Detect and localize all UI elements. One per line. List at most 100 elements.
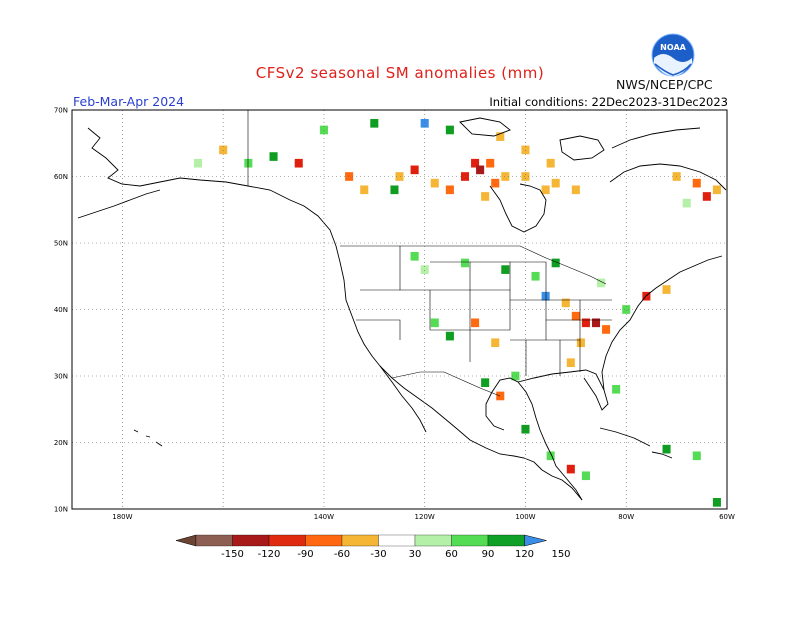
anomaly-cell (571, 311, 580, 321)
graticule (72, 110, 727, 509)
anomaly-cell (445, 331, 454, 341)
colorbar-label: 30 (409, 549, 422, 560)
colorbar-bin (378, 534, 416, 547)
lat-label: 20N (54, 439, 68, 447)
anomaly-cell (571, 185, 580, 195)
anomaly-cell (471, 318, 480, 328)
anomaly-cell (319, 125, 328, 135)
anomaly-cell (410, 251, 419, 261)
lat-label: 30N (54, 373, 68, 381)
colorbar: -150 -120 -90 -60 -30 30 60 90 120 150 (175, 534, 571, 560)
anomaly-cell (476, 165, 485, 175)
colorbar-bin (487, 534, 525, 547)
anomaly-cell (345, 172, 354, 181)
colorbar-bin (451, 534, 489, 547)
anomaly-cell (546, 158, 555, 168)
anomaly-cell (712, 185, 721, 195)
anomaly-cell (430, 178, 439, 188)
colorbar-label: -90 (297, 549, 313, 560)
lat-label: 70N (54, 107, 68, 115)
anomaly-cell (541, 185, 550, 195)
colorbar-label: -120 (258, 549, 281, 560)
anomaly-cell (531, 271, 540, 281)
colorbar-bin (341, 534, 379, 547)
anomaly-cell (390, 185, 399, 195)
latitude-labels: 70N 60N 50N 40N 30N 20N 10N (54, 107, 68, 514)
anomaly-cell (581, 471, 590, 481)
colorbar-label: -150 (221, 549, 244, 560)
anomaly-cell (581, 318, 590, 328)
lon-label: 120W (415, 513, 435, 521)
anomaly-cell (511, 371, 520, 381)
lat-label: 60N (54, 173, 68, 181)
anomaly-cell (692, 451, 701, 461)
anomaly-cell (541, 291, 550, 301)
lon-label: 80W (618, 513, 634, 521)
anomaly-cell (501, 172, 510, 181)
anomaly-cell (445, 125, 454, 135)
lon-label: 140W (314, 513, 334, 521)
season-label: Feb-Mar-Apr 2024 (73, 94, 185, 109)
anomaly-cell (551, 258, 560, 268)
initial-conditions-label: Initial conditions: 22Dec2023-31Dec2023 (489, 95, 728, 109)
lat-label: 10N (54, 506, 68, 514)
anomaly-cell (561, 298, 570, 308)
lon-label: 180W (112, 513, 132, 521)
anomaly-cell (430, 318, 439, 328)
anomaly-cell (692, 178, 701, 188)
anomaly-cell (501, 265, 510, 274)
anomaly-cell (622, 305, 631, 314)
anomaly-cell (591, 318, 601, 328)
colorbar-bin (414, 534, 452, 547)
anomaly-cell (460, 258, 470, 268)
anomaly-cell (712, 498, 721, 507)
anomaly-cells (193, 118, 721, 507)
anomaly-cell (597, 278, 606, 288)
anomaly-cell (521, 145, 530, 155)
colorbar-label: 150 (551, 549, 570, 560)
anomaly-cell (496, 132, 505, 141)
page-title: CFSv2 seasonal SM anomalies (mm) (255, 64, 545, 82)
anomaly-cell (682, 198, 691, 208)
noaa-logo-text: NOAA (660, 43, 686, 52)
anomaly-cell (662, 444, 671, 454)
anomaly-cell (481, 192, 490, 201)
anomaly-cell (370, 118, 379, 128)
anomaly-cell (193, 158, 202, 168)
lon-label: 100W (515, 513, 535, 521)
anomaly-cell (219, 145, 228, 155)
anomaly-cell (471, 158, 480, 168)
anomaly-cell (702, 192, 711, 201)
lon-label: 60W (719, 513, 735, 521)
lat-label: 50N (54, 240, 68, 248)
political-borders (247, 110, 612, 397)
anomaly-cell (481, 378, 490, 387)
anomaly-cell (395, 172, 404, 181)
anomaly-cell (294, 158, 303, 168)
anomaly-cell (491, 338, 500, 348)
anomaly-cell (360, 185, 369, 195)
colorbar-label: 60 (445, 549, 458, 560)
colorbar-max-arrow (524, 534, 547, 547)
colorbar-bin (268, 534, 306, 547)
anomaly-cell (496, 391, 505, 401)
org-label: NWS/NCEP/CPC (616, 77, 713, 92)
anomaly-cell (521, 172, 530, 181)
colorbar-bin (195, 534, 233, 547)
noaa-logo: NOAA (651, 33, 695, 77)
anomaly-cell (445, 185, 454, 195)
anomaly-cell (602, 325, 611, 334)
coastlines (77, 117, 727, 501)
anomaly-cell (566, 358, 575, 368)
anomaly-cell (551, 178, 560, 188)
colorbar-label: 90 (482, 549, 495, 560)
anomaly-cell (662, 285, 671, 294)
lat-label: 40N (54, 306, 68, 314)
anomaly-cell (612, 384, 621, 394)
anomaly-cell (420, 265, 429, 274)
colorbar-min-arrow (175, 534, 197, 547)
anomaly-cell (566, 464, 575, 474)
anomaly-cell (410, 165, 419, 175)
anomaly-cell (576, 338, 585, 348)
longitude-labels: 180W 140W 120W 100W 80W 60W (112, 513, 735, 521)
